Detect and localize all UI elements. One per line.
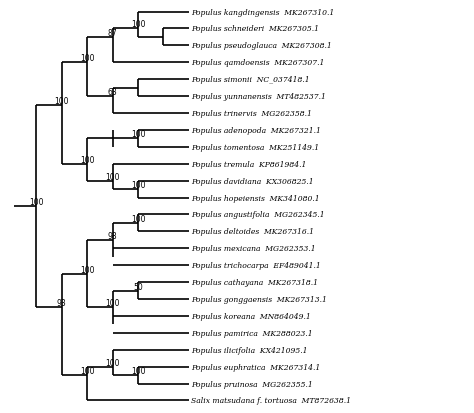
Text: Populus schneideri  MK267305.1: Populus schneideri MK267305.1: [191, 26, 319, 33]
Text: Populus ilicifolia  KX421095.1: Populus ilicifolia KX421095.1: [191, 346, 308, 354]
Text: Populus yunnanensis  MT482537.1: Populus yunnanensis MT482537.1: [191, 93, 326, 101]
Text: Populus euphratica  MK267314.1: Populus euphratica MK267314.1: [191, 363, 320, 371]
Text: 100: 100: [131, 180, 145, 190]
Text: Populus pseudoglauca  MK267308.1: Populus pseudoglauca MK267308.1: [191, 42, 332, 50]
Text: 50: 50: [133, 282, 143, 291]
Text: 87: 87: [108, 29, 118, 38]
Text: Populus trichocarpa  EF489041.1: Populus trichocarpa EF489041.1: [191, 261, 321, 270]
Text: Populus trinervis  MG262358.1: Populus trinervis MG262358.1: [191, 110, 312, 118]
Text: 100: 100: [80, 155, 94, 164]
Text: 100: 100: [29, 197, 44, 206]
Text: 100: 100: [105, 358, 120, 367]
Text: 100: 100: [131, 214, 145, 223]
Text: Populus koreana  MN864049.1: Populus koreana MN864049.1: [191, 312, 311, 320]
Text: Populus angustifolia  MG262345.1: Populus angustifolia MG262345.1: [191, 211, 325, 219]
Text: 100: 100: [80, 265, 94, 274]
Text: 100: 100: [80, 54, 94, 63]
Text: 100: 100: [105, 172, 120, 181]
Text: 100: 100: [131, 130, 145, 139]
Text: Populus simonii  NC_037418.1: Populus simonii NC_037418.1: [191, 76, 310, 84]
Text: 100: 100: [131, 366, 145, 375]
Text: Populus kangdingensis  MK267310.1: Populus kangdingensis MK267310.1: [191, 9, 334, 17]
Text: Populus davidiana  KX306825.1: Populus davidiana KX306825.1: [191, 177, 314, 185]
Text: 100: 100: [55, 96, 69, 105]
Text: 63: 63: [108, 88, 118, 97]
Text: 93: 93: [57, 299, 66, 308]
Text: Populus deltoides  MK267316.1: Populus deltoides MK267316.1: [191, 228, 314, 236]
Text: Populus pruinosa  MG262355.1: Populus pruinosa MG262355.1: [191, 380, 313, 387]
Text: Populus adenopoda  MK267321.1: Populus adenopoda MK267321.1: [191, 127, 321, 135]
Text: 100: 100: [80, 366, 94, 375]
Text: Populus hopeiensis  MK341080.1: Populus hopeiensis MK341080.1: [191, 194, 319, 202]
Text: Salix matsudana f. tortuosa  MT872638.1: Salix matsudana f. tortuosa MT872638.1: [191, 396, 351, 404]
Text: Populus pamirica  MK288023.1: Populus pamirica MK288023.1: [191, 329, 313, 337]
Text: Populus qamdoensis  MK267307.1: Populus qamdoensis MK267307.1: [191, 59, 324, 67]
Text: Populus mexicana  MG262353.1: Populus mexicana MG262353.1: [191, 244, 316, 253]
Text: Populus tomentosa  MK251149.1: Populus tomentosa MK251149.1: [191, 143, 319, 152]
Text: Populus tremula  KP861984.1: Populus tremula KP861984.1: [191, 160, 306, 169]
Text: Populus gonggaensis  MK267313.1: Populus gonggaensis MK267313.1: [191, 295, 327, 303]
Text: 100: 100: [131, 21, 145, 29]
Text: Populus cathayana  MK267318.1: Populus cathayana MK267318.1: [191, 278, 318, 286]
Text: 98: 98: [108, 231, 118, 240]
Text: 100: 100: [105, 299, 120, 308]
